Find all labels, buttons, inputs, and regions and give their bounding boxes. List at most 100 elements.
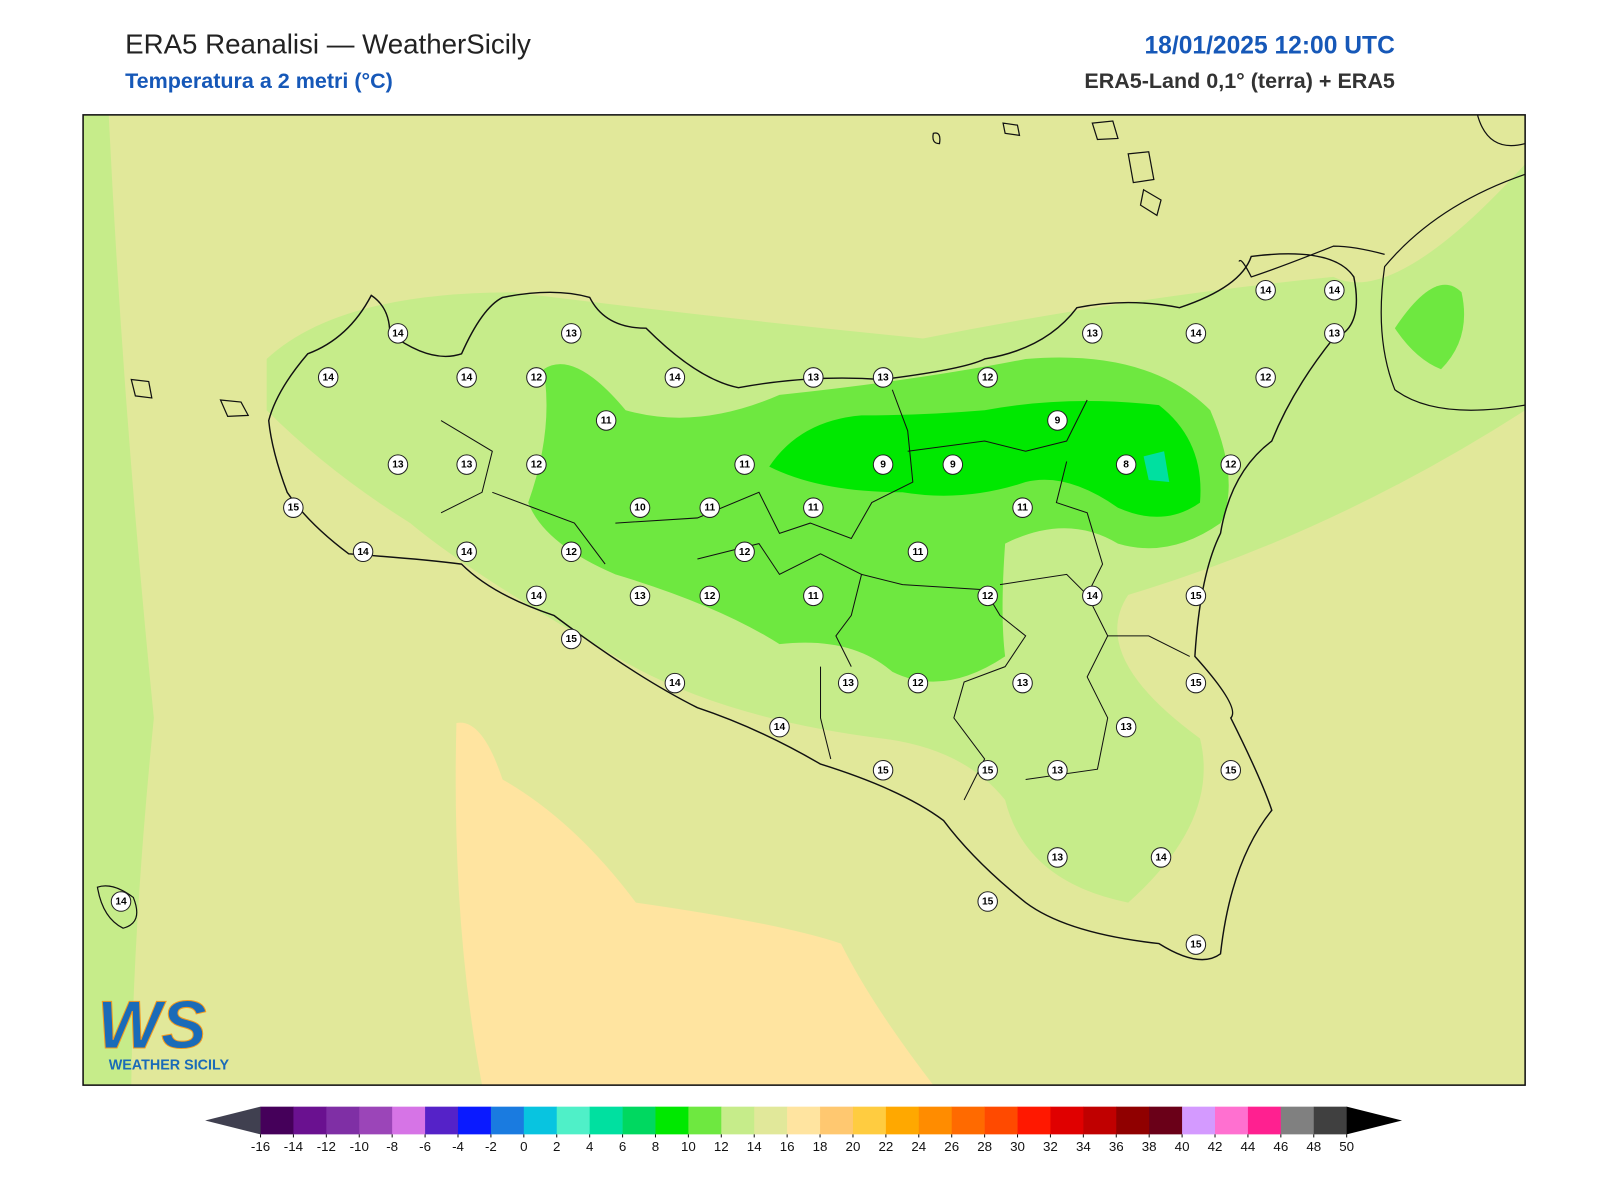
colorbar-tick-label: 20 (846, 1139, 861, 1154)
colorbar-tick-label: 6 (619, 1139, 626, 1154)
colorbar-segment (556, 1106, 590, 1135)
colorbar-segment (1017, 1106, 1051, 1135)
colorbar-segment (787, 1106, 821, 1135)
station-marker (907, 541, 929, 563)
colorbar-segment (1247, 1106, 1282, 1135)
station-value: 12 (704, 591, 716, 602)
station-marker (977, 759, 998, 781)
station-value: 13 (1017, 678, 1029, 689)
station-value: 15 (1190, 940, 1202, 951)
colorbar-tick-label: 24 (911, 1139, 926, 1154)
station-value: 14 (461, 372, 473, 383)
station-marker (526, 367, 547, 388)
station-marker (526, 585, 547, 607)
station-value: 11 (601, 416, 612, 427)
colorbar-tick-label: 26 (944, 1139, 959, 1154)
logo: WS WEATHER SICILY (97, 988, 230, 1074)
station-value: 13 (1329, 328, 1341, 339)
station-value: 13 (1052, 852, 1064, 863)
colorbar-segment (589, 1106, 623, 1135)
field-6-8 (1143, 451, 1170, 483)
station-value: 15 (566, 634, 578, 645)
colorbar-segment (918, 1106, 953, 1135)
colorbar-segment (754, 1106, 788, 1135)
station-marker (561, 541, 582, 563)
station-marker (317, 367, 339, 388)
station-marker (977, 891, 998, 912)
colorbar-segment (392, 1106, 426, 1135)
colorbar-segment (1280, 1106, 1315, 1135)
station-marker (561, 323, 582, 344)
colorbar-tick-label: 42 (1208, 1139, 1223, 1154)
station-marker (699, 497, 720, 518)
colorbar-tick-label: 50 (1339, 1139, 1354, 1154)
station-marker (1082, 585, 1103, 607)
colorbar-tick-label: 0 (520, 1139, 527, 1154)
colorbar-segment (984, 1106, 1018, 1135)
station-value: 12 (912, 678, 924, 689)
colorbar-segment (1215, 1106, 1249, 1135)
station-marker (977, 585, 998, 607)
coastline (1238, 114, 1526, 278)
colorbar-under (205, 1106, 261, 1135)
station-value: 9 (1055, 416, 1061, 427)
station-marker (352, 541, 374, 563)
station-marker (977, 367, 998, 388)
source: ERA5-Land 0,1° (terra) + ERA5 (1084, 69, 1395, 93)
station-value: 15 (288, 503, 300, 514)
colorbar-tick-label: 10 (681, 1139, 696, 1154)
colorbar-tick-label: 28 (977, 1139, 992, 1154)
colorbar-tick-label: -8 (386, 1139, 398, 1154)
station-marker (907, 672, 929, 694)
colorbar-tick-label: 40 (1175, 1139, 1190, 1154)
station-value: 14 (1190, 328, 1202, 339)
colorbar-tick-label: 48 (1306, 1139, 1321, 1154)
station-value: 14 (115, 897, 127, 908)
station-marker (803, 497, 824, 518)
station-value: 13 (843, 678, 855, 689)
station-value: 10 (634, 503, 646, 514)
station-value: 9 (880, 460, 886, 471)
station-marker (1012, 497, 1033, 518)
islands (96, 120, 1162, 929)
station-marker (1324, 323, 1345, 344)
station-value: 12 (531, 460, 543, 471)
colorbar-tick-label: -16 (251, 1139, 270, 1154)
colorbar-tick-label: 38 (1142, 1139, 1157, 1154)
station-marker (1255, 279, 1276, 301)
title: ERA5 Reanalisi — WeatherSicily (125, 28, 531, 59)
station-value: 14 (531, 591, 543, 602)
colorbar-segment (326, 1106, 360, 1135)
colorbar-segment (260, 1106, 294, 1135)
station-marker (526, 454, 547, 475)
colorbar-tick-label: 18 (813, 1139, 828, 1154)
colorbar-segment (820, 1106, 854, 1135)
station-value: 13 (392, 460, 404, 471)
colorbar-segment (359, 1106, 393, 1135)
colorbar-tick-label: 30 (1010, 1139, 1025, 1154)
station-marker (1185, 323, 1207, 344)
colorbar-segment (490, 1106, 525, 1135)
station-value: 13 (1120, 722, 1132, 733)
station-value: 15 (1190, 678, 1202, 689)
station-value: 14 (669, 372, 681, 383)
map: 14 13 14 14 12 14 13 13 12 13 14 14 14 13 12 11 9 13 13 12 1… (83, 114, 1526, 1086)
station-marker (283, 497, 304, 518)
station-marker (1185, 934, 1207, 955)
station-marker (942, 454, 964, 475)
colorbar-tick-label: -4 (452, 1139, 464, 1154)
station-value: 13 (808, 372, 820, 383)
station-value: 14 (392, 328, 404, 339)
station-marker (1082, 323, 1103, 344)
station-marker (1324, 279, 1345, 301)
station-value: 12 (739, 547, 751, 558)
station-value: 12 (566, 547, 578, 558)
station-marker (1047, 759, 1068, 781)
province-borders (440, 389, 1190, 801)
station-value: 11 (913, 547, 924, 558)
station-marker (456, 454, 477, 475)
station-marker (734, 541, 755, 563)
colorbar-tick-label: -14 (284, 1139, 304, 1154)
station-marker (803, 367, 824, 388)
